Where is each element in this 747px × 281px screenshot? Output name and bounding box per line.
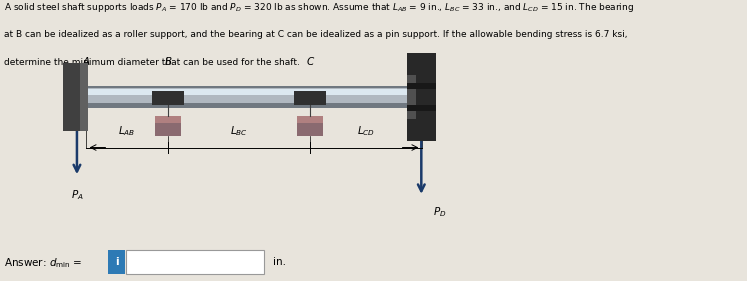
Bar <box>79 63 88 131</box>
Text: determine the minimum diameter that can be used for the shaft.: determine the minimum diameter that can … <box>4 58 300 67</box>
Text: C: C <box>306 57 314 67</box>
Bar <box>297 116 323 136</box>
Bar <box>407 75 415 119</box>
Text: D: D <box>411 57 418 67</box>
Text: at B can be idealized as a roller support, and the bearing at C can be idealized: at B can be idealized as a roller suppor… <box>4 30 627 38</box>
Bar <box>86 86 422 108</box>
Bar <box>86 89 422 95</box>
Text: $P_A$: $P_A$ <box>70 188 84 202</box>
Text: in.: in. <box>273 257 286 267</box>
Text: Answer: $d_{\mathrm{min}}$ =: Answer: $d_{\mathrm{min}}$ = <box>4 256 82 270</box>
Text: i: i <box>115 257 118 267</box>
Bar <box>155 116 182 136</box>
Bar <box>294 90 326 105</box>
Text: A: A <box>82 57 90 67</box>
Bar <box>407 53 436 140</box>
Text: $L_{AB}$: $L_{AB}$ <box>118 124 136 138</box>
FancyBboxPatch shape <box>108 250 125 274</box>
Bar <box>86 89 422 103</box>
Text: $P_D$: $P_D$ <box>433 205 446 219</box>
Bar <box>407 83 436 89</box>
Text: A solid steel shaft supports loads $P_A$ = 170 lb and $P_D$ = 320 lb as shown. A: A solid steel shaft supports loads $P_A$… <box>4 1 633 14</box>
FancyBboxPatch shape <box>126 250 264 274</box>
Bar <box>63 63 88 131</box>
Text: $L_{CD}$: $L_{CD}$ <box>357 124 375 138</box>
Bar <box>297 116 323 123</box>
Bar <box>152 90 184 105</box>
Text: B: B <box>164 57 172 67</box>
Text: $L_{BC}$: $L_{BC}$ <box>230 124 248 138</box>
Bar <box>155 116 182 123</box>
Bar <box>407 105 436 111</box>
